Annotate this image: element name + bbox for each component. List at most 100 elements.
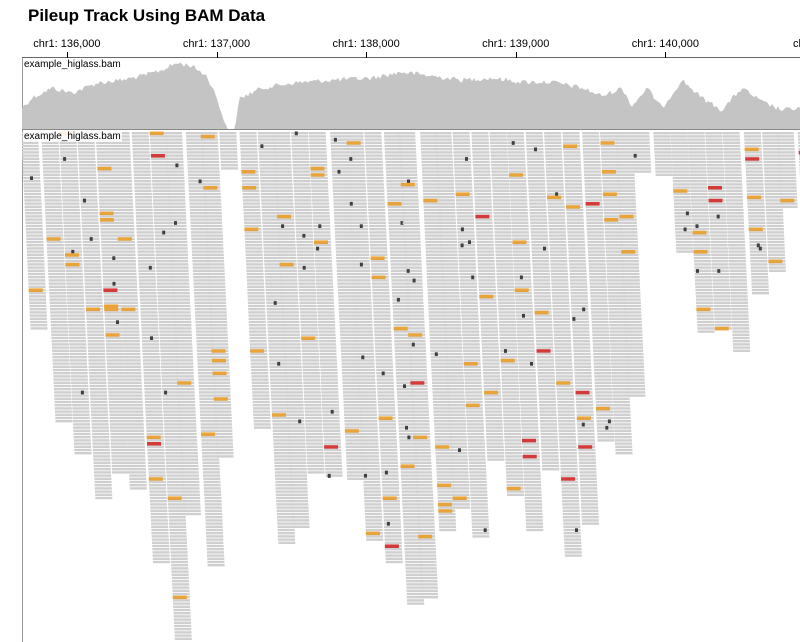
aligned-read xyxy=(314,253,332,256)
aligned-read xyxy=(47,256,65,260)
aligned-read xyxy=(747,199,765,202)
aligned-read xyxy=(633,157,651,160)
aligned-read xyxy=(366,173,384,176)
aligned-read xyxy=(763,160,781,164)
aligned-read xyxy=(156,263,173,266)
aligned-read xyxy=(160,356,178,359)
aligned-read xyxy=(425,247,443,250)
aligned-read xyxy=(580,493,598,496)
aligned-read xyxy=(134,180,152,183)
aligned-read xyxy=(120,298,138,301)
aligned-read xyxy=(102,263,120,266)
aligned-read xyxy=(616,148,634,151)
aligned-read xyxy=(422,176,440,180)
aligned-read xyxy=(361,445,379,448)
mismatch-marker xyxy=(581,422,585,427)
aligned-read xyxy=(375,352,393,356)
coverage-track[interactable]: example_higlass.bam xyxy=(22,58,800,130)
mismatch-marker xyxy=(410,381,425,385)
aligned-read xyxy=(397,404,415,407)
aligned-read xyxy=(209,317,227,320)
aligned-read xyxy=(654,154,672,157)
aligned-read xyxy=(176,359,194,362)
aligned-read xyxy=(466,420,484,423)
aligned-read xyxy=(579,474,597,477)
aligned-read xyxy=(142,359,160,362)
aligned-read xyxy=(444,340,462,343)
aligned-read xyxy=(601,167,619,170)
aligned-read xyxy=(567,228,585,231)
aligned-read xyxy=(278,237,296,240)
aligned-read xyxy=(291,506,309,509)
pileup-track[interactable]: example_higlass.bam xyxy=(22,130,800,642)
aligned-read xyxy=(577,439,595,442)
aligned-read xyxy=(402,496,419,500)
aligned-read xyxy=(522,442,540,445)
mismatch-marker xyxy=(585,202,600,206)
aligned-read xyxy=(559,439,577,442)
aligned-read xyxy=(177,394,195,397)
aligned-read xyxy=(596,413,614,416)
aligned-read xyxy=(247,282,265,285)
aligned-read xyxy=(605,250,623,253)
aligned-read xyxy=(289,471,307,474)
aligned-read xyxy=(150,516,168,519)
aligned-read xyxy=(366,176,384,180)
aligned-read xyxy=(186,148,204,151)
aligned-read xyxy=(132,151,150,154)
aligned-read xyxy=(613,416,631,420)
aligned-read xyxy=(93,464,111,468)
aligned-read xyxy=(539,404,557,407)
aligned-read xyxy=(437,493,455,496)
aligned-read xyxy=(150,151,168,154)
aligned-read xyxy=(276,205,294,208)
aligned-read xyxy=(450,461,468,464)
aligned-read xyxy=(96,157,114,160)
aligned-read xyxy=(605,240,623,244)
aligned-read xyxy=(360,432,378,436)
aligned-read xyxy=(360,429,378,432)
aligned-read xyxy=(433,407,451,410)
aligned-read xyxy=(153,218,171,221)
aligned-read xyxy=(563,157,581,160)
aligned-read xyxy=(589,279,607,282)
aligned-read xyxy=(527,170,545,173)
aligned-read xyxy=(676,250,694,253)
aligned-read xyxy=(743,132,761,135)
aligned-read xyxy=(477,250,495,253)
aligned-read xyxy=(352,260,370,263)
aligned-read xyxy=(147,455,165,458)
aligned-read xyxy=(593,349,611,352)
aligned-read xyxy=(691,208,709,212)
aligned-read xyxy=(603,205,621,208)
aligned-read xyxy=(92,448,110,452)
aligned-read xyxy=(420,132,438,135)
aligned-read xyxy=(454,160,471,164)
aligned-read xyxy=(276,208,294,212)
aligned-read xyxy=(393,330,411,333)
aligned-read xyxy=(605,234,622,237)
mismatch-marker xyxy=(200,134,215,139)
aligned-read xyxy=(502,397,520,400)
aligned-read xyxy=(413,442,431,445)
aligned-read xyxy=(297,263,315,266)
mismatch-marker xyxy=(407,179,410,184)
aligned-read xyxy=(29,311,47,314)
aligned-read xyxy=(435,154,453,157)
aligned-read xyxy=(552,308,570,311)
aligned-read xyxy=(461,311,479,314)
aligned-read xyxy=(287,426,305,429)
aligned-read xyxy=(221,167,238,170)
aligned-read xyxy=(597,429,615,432)
aligned-read xyxy=(278,240,296,244)
aligned-read xyxy=(204,215,222,218)
aligned-read xyxy=(401,196,419,199)
aligned-read xyxy=(584,186,602,189)
aligned-read xyxy=(526,525,544,528)
aligned-read xyxy=(264,260,282,263)
aligned-read xyxy=(597,436,615,439)
aligned-read xyxy=(319,359,337,362)
aligned-read xyxy=(61,176,79,180)
aligned-read xyxy=(385,157,403,160)
aligned-read xyxy=(612,400,630,404)
